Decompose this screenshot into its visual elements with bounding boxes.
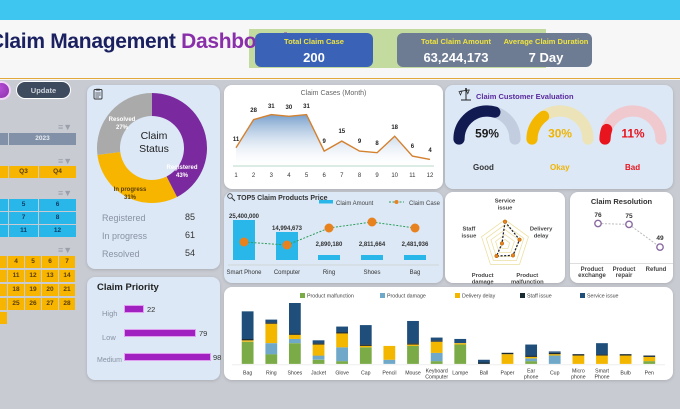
svg-text:Computer: Computer [274,270,300,276]
svg-text:76: 76 [594,212,602,219]
svg-text:Service issue: Service issue [587,294,619,300]
svg-text:Staff issue: Staff issue [527,294,552,300]
svg-text:Pen: Pen [645,371,654,377]
svg-text:2,811,664: 2,811,664 [359,242,386,248]
svg-text:Cap: Cap [361,371,371,377]
svg-text:9: 9 [358,139,362,145]
svg-text:issue: issue [462,233,478,239]
svg-text:31: 31 [268,104,275,110]
svg-text:Bulb: Bulb [620,371,630,377]
svg-text:Ring: Ring [266,371,277,377]
svg-text:Shoes: Shoes [363,270,380,276]
svg-text:Phone: Phone [595,375,610,381]
svg-text:Pencil: Pencil [382,371,396,377]
svg-text:11: 11 [233,137,240,143]
svg-text:Resolved: Resolved [109,117,136,123]
svg-text:Delivery delay: Delivery delay [462,294,496,300]
svg-text:7: 7 [340,173,344,179]
svg-text:Claim Amount: Claim Amount [336,201,374,207]
svg-text:59%: 59% [475,127,499,141]
svg-text:30: 30 [286,105,293,111]
svg-text:31: 31 [303,104,310,110]
svg-text:14,994,673: 14,994,673 [272,226,303,232]
svg-text:30%: 30% [548,127,572,141]
svg-text:Ring: Ring [323,270,335,276]
svg-text:11: 11 [409,173,416,179]
svg-text:In progress: In progress [114,187,147,193]
svg-text:8: 8 [375,141,379,147]
svg-text:49: 49 [656,235,664,242]
svg-text:8: 8 [358,173,362,179]
svg-text:43%: 43% [176,173,189,179]
svg-text:Shoes: Shoes [288,371,303,377]
svg-text:2,890,180: 2,890,180 [316,242,343,248]
svg-text:4: 4 [287,173,291,179]
svg-text:75: 75 [625,213,633,220]
svg-text:damage: damage [472,280,495,286]
svg-text:28: 28 [250,108,257,114]
svg-text:9: 9 [323,139,327,145]
svg-text:malfunction: malfunction [511,280,544,286]
svg-text:Product: Product [516,273,538,279]
svg-text:Smart Phone: Smart Phone [226,270,262,276]
svg-text:Bag: Bag [243,371,252,377]
svg-text:4: 4 [428,148,432,154]
svg-text:delay: delay [534,233,550,239]
svg-text:9: 9 [375,173,379,179]
svg-text:Registered: Registered [166,165,197,171]
svg-text:25,400,000: 25,400,000 [229,214,260,220]
svg-text:Product: Product [472,273,494,279]
svg-text:Delivery: Delivery [530,227,553,233]
svg-text:Claim Case: Claim Case [409,201,441,207]
svg-text:Mouse: Mouse [405,371,421,377]
svg-text:Bag: Bag [410,270,421,276]
svg-text:Service: Service [495,199,516,205]
svg-text:phone: phone [524,375,539,381]
svg-text:Product malfunction: Product malfunction [307,294,354,300]
svg-text:11%: 11% [621,127,645,141]
svg-text:Glove: Glove [335,371,349,377]
svg-text:1: 1 [234,173,238,179]
svg-text:Jacket: Jacket [311,371,327,377]
svg-text:10: 10 [391,173,398,179]
svg-text:3: 3 [270,173,274,179]
svg-text:Staff: Staff [462,227,475,233]
svg-text:Product damage: Product damage [387,294,426,300]
svg-text:2,481,936: 2,481,936 [402,242,429,248]
svg-text:2: 2 [252,173,256,179]
svg-text:6: 6 [323,173,327,179]
svg-text:issue: issue [498,205,514,211]
svg-text:phone: phone [571,375,586,381]
svg-text:5: 5 [305,173,309,179]
svg-text:Ball: Ball [480,371,489,377]
svg-text:15: 15 [338,129,345,135]
svg-text:12: 12 [427,173,434,179]
svg-text:Paper: Paper [501,371,515,377]
svg-text:Computer: Computer [425,375,448,381]
svg-text:6: 6 [411,144,415,150]
svg-text:Lampe: Lampe [452,371,468,377]
svg-text:Cup: Cup [550,371,560,377]
svg-text:31%: 31% [124,195,137,201]
svg-text:18: 18 [391,125,398,131]
